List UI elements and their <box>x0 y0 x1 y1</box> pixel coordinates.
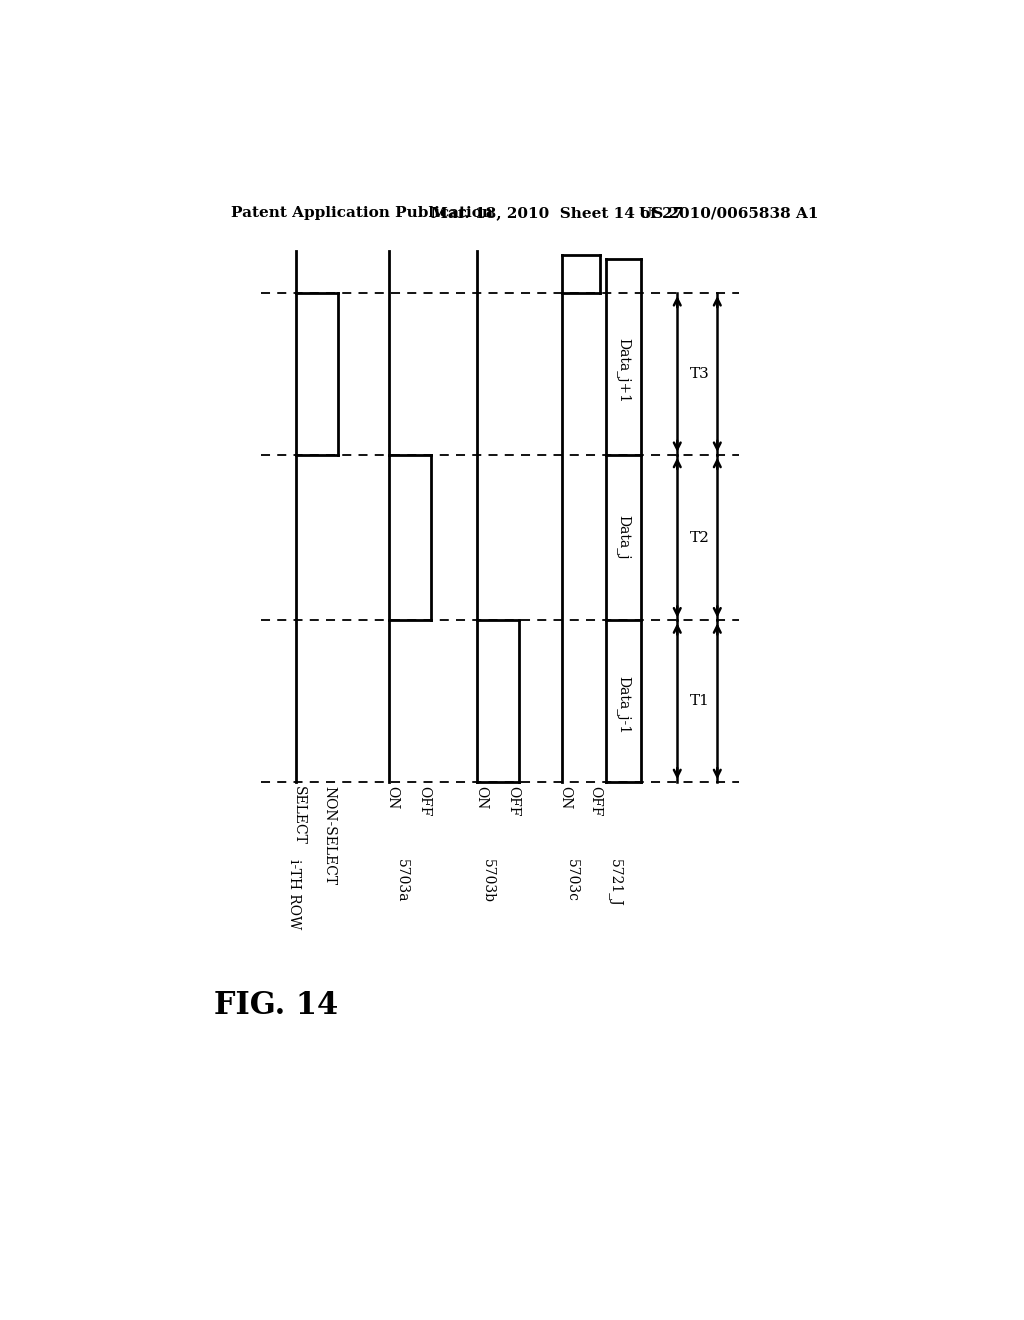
Text: Mar. 18, 2010  Sheet 14 of 27: Mar. 18, 2010 Sheet 14 of 27 <box>431 206 683 220</box>
Text: T3: T3 <box>689 367 710 381</box>
Text: ON: ON <box>558 785 571 809</box>
Text: 5721_J: 5721_J <box>608 859 623 907</box>
Text: T1: T1 <box>689 694 710 709</box>
Text: Patent Application Publication: Patent Application Publication <box>230 206 493 220</box>
Text: T2: T2 <box>689 531 710 545</box>
Text: i-TH ROW: i-TH ROW <box>287 859 301 929</box>
Text: 5703c: 5703c <box>565 859 579 902</box>
Text: Data_j: Data_j <box>616 515 631 560</box>
Text: ON: ON <box>385 785 399 809</box>
Text: US 2010/0065838 A1: US 2010/0065838 A1 <box>639 206 818 220</box>
Text: OFF: OFF <box>588 785 602 817</box>
Text: ON: ON <box>474 785 487 809</box>
Text: OFF: OFF <box>506 785 520 817</box>
Text: FIG. 14: FIG. 14 <box>214 990 338 1020</box>
Text: Data_j-1: Data_j-1 <box>616 676 631 734</box>
Text: 5703a: 5703a <box>395 859 410 903</box>
Text: Data_j+1: Data_j+1 <box>616 338 631 403</box>
Text: OFF: OFF <box>418 785 432 817</box>
Text: NON-SELECT: NON-SELECT <box>323 785 336 886</box>
Text: SELECT: SELECT <box>292 785 305 845</box>
Text: 5703b: 5703b <box>481 859 495 903</box>
